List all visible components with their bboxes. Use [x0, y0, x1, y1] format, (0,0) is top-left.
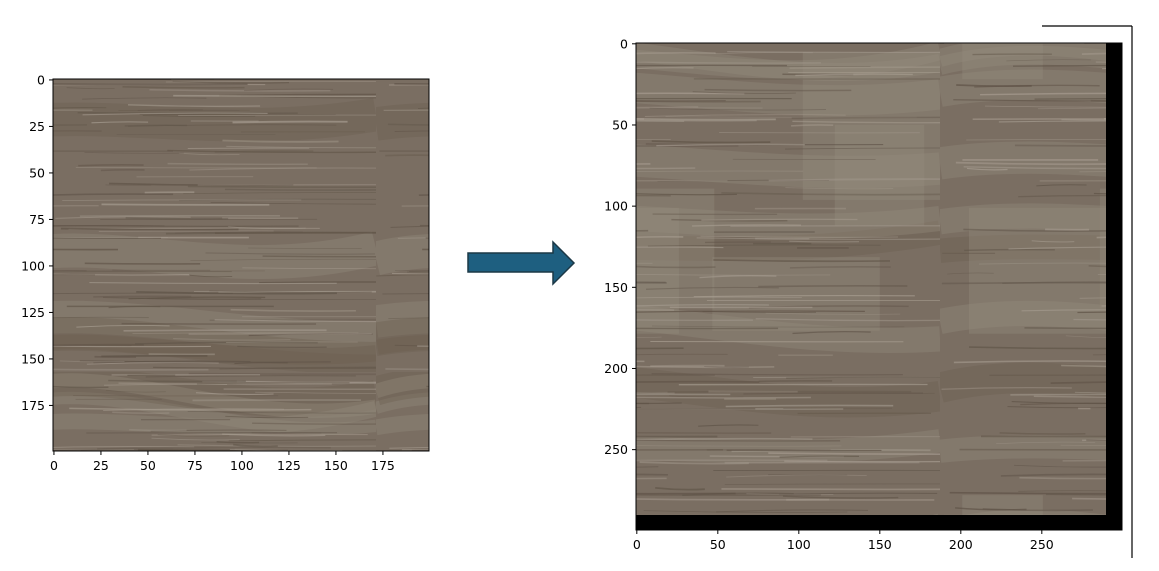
x-tick-label: 250: [1030, 537, 1054, 552]
left-wood-image: [53, 79, 429, 451]
right-arrow-icon: [467, 240, 576, 286]
y-tick-label: 150: [21, 351, 45, 366]
right-y-axis: 0 50 100 150 200 250: [604, 36, 636, 457]
x-tick-label: 0: [633, 537, 641, 552]
x-tick-label: 75: [187, 458, 203, 473]
x-tick-label: 125: [277, 458, 301, 473]
right-x-axis: 0 50 100 150 200 250: [633, 530, 1054, 552]
left-y-axis: 0 25 50 75 100 125 150 175: [21, 72, 53, 413]
y-tick-label: 150: [604, 280, 628, 295]
y-tick-label: 175: [21, 398, 45, 413]
x-tick-label: 0: [50, 458, 58, 473]
y-tick-label: 100: [21, 258, 45, 273]
x-tick-label: 150: [324, 458, 348, 473]
y-tick-label: 125: [21, 305, 45, 320]
right-image-panel: 0 50 100 150 200 250 0 50 100 150 200 250: [604, 36, 1123, 552]
right-wood-image: [636, 43, 1106, 515]
y-tick-label: 0: [37, 72, 45, 87]
y-tick-label: 75: [29, 212, 45, 227]
left-x-axis: 0 25 50 75 100 125 150 175: [50, 451, 395, 473]
y-tick-label: 100: [604, 199, 628, 214]
y-tick-label: 0: [620, 36, 628, 51]
x-tick-label: 100: [230, 458, 254, 473]
x-tick-label: 25: [93, 458, 109, 473]
left-image-panel: 0 25 50 75 100 125 150 175 0 25 50 75 100 125 150 175: [21, 72, 430, 473]
x-tick-label: 200: [949, 537, 973, 552]
y-tick-label: 25: [29, 119, 45, 134]
y-tick-label: 50: [29, 165, 45, 180]
x-tick-label: 50: [140, 458, 156, 473]
x-tick-label: 50: [710, 537, 726, 552]
x-tick-label: 175: [371, 458, 395, 473]
right-axes-frame: [635, 42, 1123, 531]
x-tick-label: 150: [868, 537, 892, 552]
left-axes-frame: [52, 78, 430, 452]
x-tick-label: 100: [787, 537, 811, 552]
y-tick-label: 50: [612, 117, 628, 132]
y-tick-label: 250: [604, 442, 628, 457]
y-tick-label: 200: [604, 361, 628, 376]
